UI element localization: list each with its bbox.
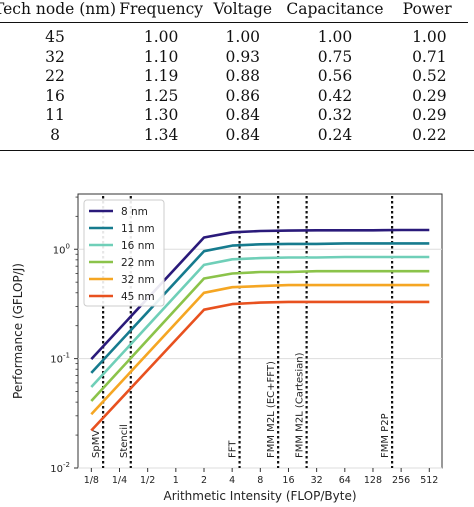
x-tick-label: 1/8 [84,475,99,486]
x-tick-label: 64 [339,475,351,486]
table-row: 8 1.34 0.84 0.24 0.22 [0,126,468,146]
table-cell: 0.84 [225,106,261,124]
x-axis-ticks: 1/8 1/4 1/2 1 2 4 8 16 32 64 128 256 512 [84,468,438,486]
table-row: 45 1.00 1.00 1.00 1.00 [0,23,468,48]
x-tick-label: 1 [173,475,179,486]
series-line [90,242,430,374]
table-row: 22 1.19 0.88 0.56 0.52 [0,67,468,87]
legend-label: 16 nm [121,240,155,252]
table-cell: 11 [45,106,65,124]
annotation-label: FMM M2L (Cartesian) [295,352,306,458]
y-axis-label: Performance (GFLOP/J) [11,263,25,399]
x-tick-label: 2 [201,475,207,486]
table-cell: 1.00 [317,28,353,46]
table-cell: 8 [50,125,60,144]
x-tick-label: 128 [364,475,382,486]
table-cell: 0.71 [412,47,447,66]
table-body: 45 1.00 1.00 1.00 1.00 32 1.10 0.93 0.75 0.71 22… [0,23,468,146]
scaling-table-block: Tech node (nm) Frequency Voltage Capacit… [0,0,474,152]
legend-label: 22 nm [121,257,155,269]
header-power: Power [402,0,452,18]
series-line [90,255,430,388]
table-bottom-rule [0,150,474,151]
y-tick-label: 10-1 [50,352,70,366]
series-line [90,300,430,432]
table-cell: 1.19 [143,67,179,85]
table-cell: 0.93 [225,47,261,66]
y-tick-label: 10-2 [50,461,70,475]
series-line [90,228,430,360]
header-tech-node: Tech node (nm) [0,0,117,18]
x-tick-label: 16 [282,475,294,486]
x-tick-label: 1/2 [140,475,155,486]
table-cell: 1.00 [225,28,261,46]
y-axis-ticks: 10-2 10-1 100 [50,196,78,475]
header-frequency: Frequency [119,0,204,18]
annotation-label: SpMV [91,430,102,458]
legend-label: 32 nm [121,274,155,286]
x-tick-label: 8 [257,475,263,486]
legend: 8 nm 11 nm 16 nm 22 nm 32 nm 45 nm [83,199,165,307]
y-tick-label: 100 [53,242,70,256]
table-cell: 0.29 [412,106,447,124]
annotation-label: Stencil [119,424,130,458]
table-cell: 0.29 [412,86,447,105]
table-cell: 0.88 [225,67,261,85]
x-axis-label: Arithmetic Intensity (FLOP/Byte) [163,489,356,503]
table-cell: 1.00 [412,28,447,46]
scaling-table: Tech node (nm) Frequency Voltage Capacit… [0,0,468,145]
x-tick-label: 32 [311,475,323,486]
legend-label: 11 nm [121,223,155,235]
table-cell: 45 [45,28,65,46]
table-cell: 0.56 [317,67,353,85]
table-cell: 0.86 [225,86,261,105]
table-cell: 1.10 [143,47,179,66]
table-cell: 0.24 [317,125,353,144]
table-cell: 16 [45,86,65,105]
header-voltage: Voltage [213,0,273,18]
roofline-chart: SpMV Stencil FFT FMM M2L (EC+FFT) FMM M2L (C… [11,193,443,503]
legend-label: 8 nm [121,206,148,218]
series-line [90,283,430,416]
x-tick-label: 4 [229,475,235,486]
table-cell: 0.52 [412,67,447,85]
series-line [90,269,430,402]
annotation-label: FFT [228,440,239,458]
table-row: 32 1.10 0.93 0.75 0.71 [0,48,468,68]
table-cell: 1.00 [143,28,179,46]
header-capacitance: Capacitance [286,0,384,18]
table-cell: 0.84 [225,125,261,144]
series-lines [90,228,430,432]
table-cell: 1.34 [143,125,179,144]
table-row: 16 1.25 0.86 0.42 0.29 [0,87,468,107]
legend-label: 45 nm [121,291,155,303]
table-header: Tech node (nm) Frequency Voltage Capacit… [0,0,468,23]
table-cell: 22 [45,67,65,85]
table-cell: 0.22 [412,125,447,144]
x-tick-label: 256 [392,475,410,486]
table-cell: 0.42 [317,86,353,105]
x-tick-label: 512 [420,475,438,486]
table-row: 11 1.30 0.84 0.32 0.29 [0,106,468,126]
annotation-label: FMM M2L (EC+FFT) [266,361,277,458]
table-cell: 32 [45,47,65,66]
kernel-annotations: SpMV Stencil FFT FMM M2L (EC+FFT) FMM M2L (C… [91,196,394,468]
table-cell: 0.75 [317,47,353,66]
annotation-label: FMM P2P [380,413,391,458]
table-cell: 0.32 [317,106,353,124]
table-cell: 1.30 [143,106,179,124]
x-tick-label: 1/4 [112,475,127,486]
table-cell: 1.25 [143,86,179,105]
